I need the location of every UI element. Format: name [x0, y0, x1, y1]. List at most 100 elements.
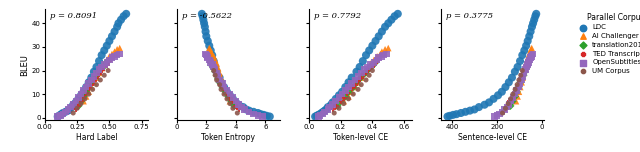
Point	[510, 93, 520, 95]
Point	[205, 60, 216, 62]
Point	[500, 108, 511, 111]
Point	[213, 78, 223, 80]
Point	[442, 115, 452, 118]
Point	[522, 63, 532, 66]
Point	[488, 98, 499, 100]
Point	[344, 91, 354, 93]
Point	[81, 92, 92, 94]
Point	[524, 55, 534, 58]
Point	[219, 86, 229, 88]
Point	[524, 59, 534, 61]
Point	[257, 115, 268, 118]
Text: p = 0.8091: p = 0.8091	[50, 12, 97, 21]
Point	[214, 80, 225, 82]
Point	[58, 113, 68, 115]
Point	[112, 48, 122, 50]
Point	[212, 71, 222, 73]
Point	[380, 26, 390, 28]
Point	[479, 104, 490, 106]
Point	[358, 60, 368, 62]
Point	[234, 108, 244, 111]
Point	[210, 74, 220, 76]
Point	[517, 69, 527, 72]
Point	[367, 65, 378, 67]
Point	[107, 56, 117, 59]
Point	[313, 114, 323, 116]
Point	[383, 22, 394, 24]
Text: p = 0.3775: p = 0.3775	[446, 12, 493, 21]
Point	[492, 114, 502, 117]
Point	[511, 91, 522, 93]
Point	[199, 22, 209, 24]
Point	[107, 35, 117, 38]
Point	[97, 54, 107, 56]
Point	[68, 104, 78, 106]
Point	[371, 40, 381, 42]
Point	[524, 53, 534, 55]
Point	[369, 63, 379, 66]
Point	[201, 54, 211, 56]
Point	[200, 53, 211, 55]
Point	[76, 93, 86, 95]
Point	[319, 109, 330, 112]
Point	[80, 98, 90, 100]
Point	[504, 81, 514, 83]
Point	[109, 55, 120, 58]
Point	[121, 13, 131, 15]
Point	[79, 100, 89, 102]
Point	[312, 115, 322, 117]
Point	[70, 100, 81, 102]
Point	[349, 79, 360, 81]
Point	[502, 106, 512, 108]
Point	[520, 71, 530, 73]
Point	[227, 100, 237, 102]
Point	[198, 19, 209, 21]
Point	[52, 115, 63, 118]
Point	[73, 98, 83, 100]
Point	[248, 111, 259, 113]
Point	[67, 106, 77, 108]
Point	[214, 81, 225, 83]
Point	[58, 112, 68, 114]
Point	[84, 87, 94, 89]
Point	[72, 107, 82, 109]
Point	[351, 81, 362, 83]
Point	[79, 96, 89, 99]
Point	[225, 102, 235, 105]
Point	[207, 63, 218, 66]
Point	[94, 73, 104, 75]
Point	[68, 112, 78, 114]
Point	[508, 96, 518, 99]
Point	[522, 63, 532, 66]
Point	[361, 79, 371, 81]
Point	[94, 71, 104, 73]
Point	[216, 81, 226, 83]
Point	[92, 72, 102, 74]
Point	[508, 100, 518, 102]
Point	[97, 67, 107, 69]
Point	[81, 86, 92, 88]
Point	[524, 61, 534, 63]
Point	[375, 53, 385, 55]
Point	[353, 75, 363, 78]
Point	[369, 59, 379, 61]
Point	[323, 106, 333, 108]
Point	[361, 71, 371, 73]
Point	[86, 83, 97, 86]
Point	[81, 91, 92, 93]
Point	[362, 66, 372, 68]
Point	[508, 96, 518, 99]
Point	[94, 68, 104, 71]
Point	[377, 55, 387, 58]
Point	[234, 104, 244, 106]
Point	[315, 114, 325, 117]
Point	[95, 79, 106, 81]
Point	[116, 19, 126, 21]
Point	[84, 82, 94, 85]
Point	[390, 15, 400, 17]
Point	[228, 96, 238, 99]
Point	[92, 74, 102, 76]
Point	[347, 87, 357, 89]
Point	[516, 76, 527, 79]
Point	[97, 66, 107, 68]
